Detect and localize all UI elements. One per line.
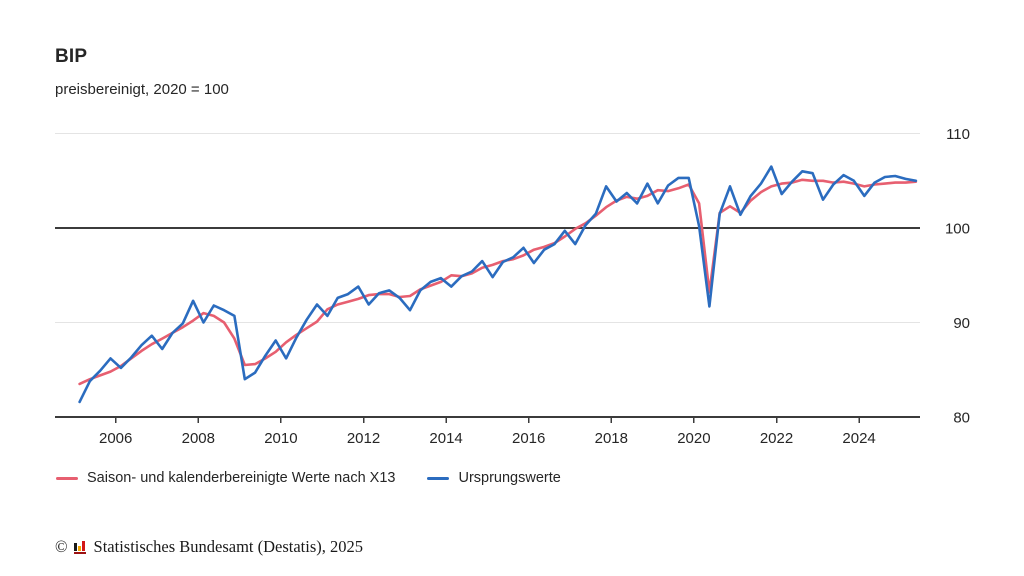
x-axis-label: 2010 xyxy=(264,430,297,447)
source-text: Statistisches Bundesamt (Destatis), 2025 xyxy=(93,537,364,556)
chart-subtitle: preisbereinigt, 2020 = 100 xyxy=(55,81,229,98)
copyright-symbol: © xyxy=(55,537,68,556)
destatis-bars-icon xyxy=(73,540,88,555)
x-axis-label: 2016 xyxy=(512,430,545,447)
x-axis-label: 2024 xyxy=(842,430,875,447)
x-axis-label: 2018 xyxy=(595,430,628,447)
adjusted-series-line xyxy=(78,178,918,386)
x-axis-label: 2022 xyxy=(760,430,793,447)
page-title: BIP xyxy=(55,46,88,67)
legend-label-adjusted: Saison- und kalenderbereinigte Werte nac… xyxy=(87,470,396,486)
y-axis-label: 90 xyxy=(953,315,970,332)
y-axis-label: 80 xyxy=(953,410,970,427)
x-axis-label: 2006 xyxy=(99,430,132,447)
y-axis-label: 110 xyxy=(946,126,970,143)
x-axis-label: 2020 xyxy=(677,430,710,447)
x-axis-label: 2014 xyxy=(429,430,462,447)
x-axis-label: 2012 xyxy=(347,430,380,447)
legend-item-original[interactable]: Ursprungswerte xyxy=(427,470,561,486)
source-line: © Statistisches Bundesamt (Destatis), 20… xyxy=(55,537,363,557)
chart-legend: Saison- und kalenderbereinigte Werte nac… xyxy=(56,470,561,486)
y-axis-label: 100 xyxy=(945,221,970,238)
x-axis-label: 2008 xyxy=(182,430,215,447)
legend-label-original: Ursprungswerte xyxy=(458,470,561,486)
legend-item-adjusted[interactable]: Saison- und kalenderbereinigte Werte nac… xyxy=(56,470,395,486)
original-series-line xyxy=(78,165,918,404)
adjusted-series-swatch-icon xyxy=(56,476,78,480)
original-series-swatch-icon xyxy=(427,476,450,480)
